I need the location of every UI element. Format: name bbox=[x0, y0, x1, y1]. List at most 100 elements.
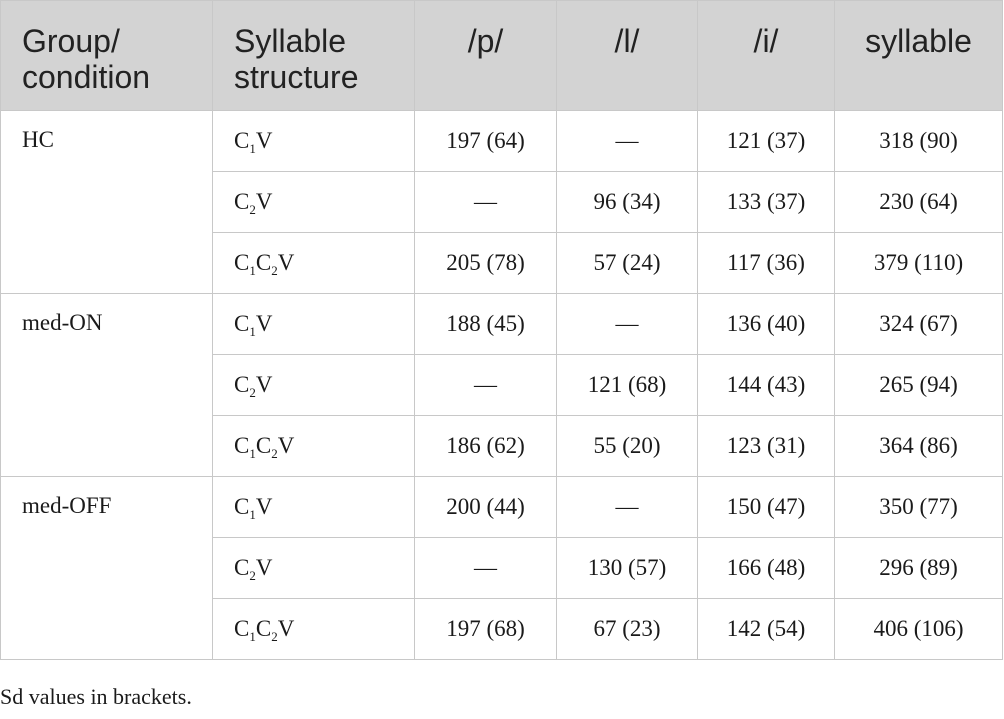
syllable-structure-cell: C1C2V bbox=[212, 232, 415, 294]
header-i: /i/ bbox=[697, 0, 835, 111]
structure-subscript: 2 bbox=[249, 385, 256, 400]
structure-consonant: C bbox=[234, 616, 250, 641]
syllable-value-cell: 350 (77) bbox=[834, 476, 1003, 538]
structure-subscript: 2 bbox=[271, 629, 278, 644]
syllable-value-cell: 379 (110) bbox=[834, 232, 1003, 294]
syllable-structure-cell: C1C2V bbox=[212, 415, 415, 477]
i-value-cell: 144 (43) bbox=[697, 354, 835, 416]
header-group-condition: Group/condition bbox=[0, 0, 213, 111]
structure-consonant: C bbox=[255, 433, 272, 458]
l-value-cell: 67 (23) bbox=[556, 598, 698, 660]
structure-consonant: C bbox=[234, 128, 250, 153]
table-row: C1C2V 186 (62) 55 (20) 123 (31) 364 (86) bbox=[1, 415, 1003, 477]
i-value-cell: 133 (37) bbox=[697, 171, 835, 233]
structure-vowel: V bbox=[255, 555, 273, 580]
table-row: med-OFF C1V 200 (44) —150 (47) 350 (77) bbox=[0, 476, 1003, 660]
table-row: C2V —130 (57) 166 (48) 296 (89) bbox=[1, 537, 1003, 599]
l-value-cell: 57 (24) bbox=[556, 232, 698, 294]
header-l: /l/ bbox=[556, 0, 698, 111]
structure-vowel: V bbox=[255, 372, 273, 397]
syllable-value-cell: 324 (67) bbox=[834, 293, 1003, 355]
p-value-cell: 197 (68) bbox=[414, 598, 557, 660]
syllable-structure-cell: C1V bbox=[212, 293, 415, 355]
syllable-structure-cell: C1V bbox=[212, 110, 415, 172]
l-value-cell: — bbox=[556, 293, 698, 355]
syllable-value-cell: 406 (106) bbox=[834, 598, 1003, 660]
structure-consonant: C bbox=[234, 250, 250, 275]
p-value-cell: — bbox=[414, 354, 557, 416]
i-value-cell: 142 (54) bbox=[697, 598, 835, 660]
syllable-value-cell: 318 (90) bbox=[834, 110, 1003, 172]
syllable-value-cell: 230 (64) bbox=[834, 171, 1003, 233]
structure-vowel: V bbox=[277, 433, 295, 458]
structure-vowel: V bbox=[255, 189, 273, 214]
structure-subscript: 1 bbox=[249, 263, 256, 278]
table-footnote: Sd values in brackets. bbox=[0, 684, 192, 709]
p-value-cell: 197 (64) bbox=[414, 110, 557, 172]
structure-subscript: 1 bbox=[249, 324, 256, 339]
structure-consonant: C bbox=[255, 250, 272, 275]
table-row: C1C2V 205 (78) 57 (24) 117 (36) 379 (110) bbox=[1, 232, 1003, 294]
structure-consonant: C bbox=[234, 372, 250, 397]
i-value-cell: 150 (47) bbox=[697, 476, 835, 538]
structure-subscript: 1 bbox=[249, 141, 256, 156]
p-value-cell: 205 (78) bbox=[414, 232, 557, 294]
table-row: med-ON C1V 188 (45) —136 (40) 324 (67) bbox=[0, 293, 1003, 477]
structure-consonant: C bbox=[234, 555, 250, 580]
table-row: C2V —121 (68) 144 (43) 265 (94) bbox=[1, 354, 1003, 416]
structure-consonant: C bbox=[255, 616, 272, 641]
p-value-cell: 200 (44) bbox=[414, 476, 557, 538]
i-value-cell: 136 (40) bbox=[697, 293, 835, 355]
structure-vowel: V bbox=[277, 616, 295, 641]
structure-consonant: C bbox=[234, 494, 250, 519]
i-value-cell: 166 (48) bbox=[697, 537, 835, 599]
structure-consonant: C bbox=[234, 189, 250, 214]
p-value-cell: — bbox=[414, 537, 557, 599]
i-value-cell: 123 (31) bbox=[697, 415, 835, 477]
results-table: Group/condition Syllable structure /p/ /l… bbox=[0, 0, 1003, 660]
p-value-cell: — bbox=[414, 171, 557, 233]
header-syllable-structure: Syllable structure bbox=[212, 0, 415, 111]
l-value-cell: — bbox=[556, 476, 698, 538]
structure-vowel: V bbox=[277, 250, 295, 275]
l-value-cell: 121 (68) bbox=[556, 354, 698, 416]
structure-subscript: 2 bbox=[249, 202, 256, 217]
group-label: med-OFF bbox=[0, 476, 213, 660]
structure-subscript: 1 bbox=[249, 629, 256, 644]
syllable-structure-cell: C2V bbox=[212, 171, 415, 233]
l-value-cell: 130 (57) bbox=[556, 537, 698, 599]
structure-subscript: 2 bbox=[249, 568, 256, 583]
group-label: med-ON bbox=[0, 293, 213, 477]
header-syllable: syllable bbox=[834, 0, 1003, 111]
structure-vowel: V bbox=[255, 128, 273, 153]
structure-subscript: 1 bbox=[249, 507, 256, 522]
structure-subscript: 1 bbox=[249, 446, 256, 461]
syllable-value-cell: 364 (86) bbox=[834, 415, 1003, 477]
l-value-cell: 96 (34) bbox=[556, 171, 698, 233]
group-label: HC bbox=[0, 110, 213, 294]
header-row: Group/condition Syllable structure /p/ /l… bbox=[0, 0, 1003, 111]
syllable-value-cell: 265 (94) bbox=[834, 354, 1003, 416]
structure-vowel: V bbox=[255, 494, 273, 519]
structure-subscript: 2 bbox=[271, 263, 278, 278]
table-row: C1C2V 197 (68) 67 (23) 142 (54) 406 (106) bbox=[1, 598, 1003, 660]
p-value-cell: 188 (45) bbox=[414, 293, 557, 355]
syllable-structure-cell: C2V bbox=[212, 537, 415, 599]
structure-consonant: C bbox=[234, 311, 250, 336]
structure-vowel: V bbox=[255, 311, 273, 336]
p-value-cell: 186 (62) bbox=[414, 415, 557, 477]
table-body: HC C1V 197 (64) —121 (37) 318 (90) C2V —96 (34… bbox=[0, 110, 1003, 660]
header-p: /p/ bbox=[414, 0, 557, 111]
l-value-cell: — bbox=[556, 110, 698, 172]
i-value-cell: 121 (37) bbox=[697, 110, 835, 172]
table-row: C2V —96 (34) 133 (37) 230 (64) bbox=[1, 171, 1003, 233]
l-value-cell: 55 (20) bbox=[556, 415, 698, 477]
i-value-cell: 117 (36) bbox=[697, 232, 835, 294]
syllable-structure-cell: C1V bbox=[212, 476, 415, 538]
syllable-structure-cell: C2V bbox=[212, 354, 415, 416]
table-row: HC C1V 197 (64) —121 (37) 318 (90) bbox=[0, 110, 1003, 294]
syllable-value-cell: 296 (89) bbox=[834, 537, 1003, 599]
structure-subscript: 2 bbox=[271, 446, 278, 461]
structure-consonant: C bbox=[234, 433, 250, 458]
syllable-structure-cell: C1C2V bbox=[212, 598, 415, 660]
